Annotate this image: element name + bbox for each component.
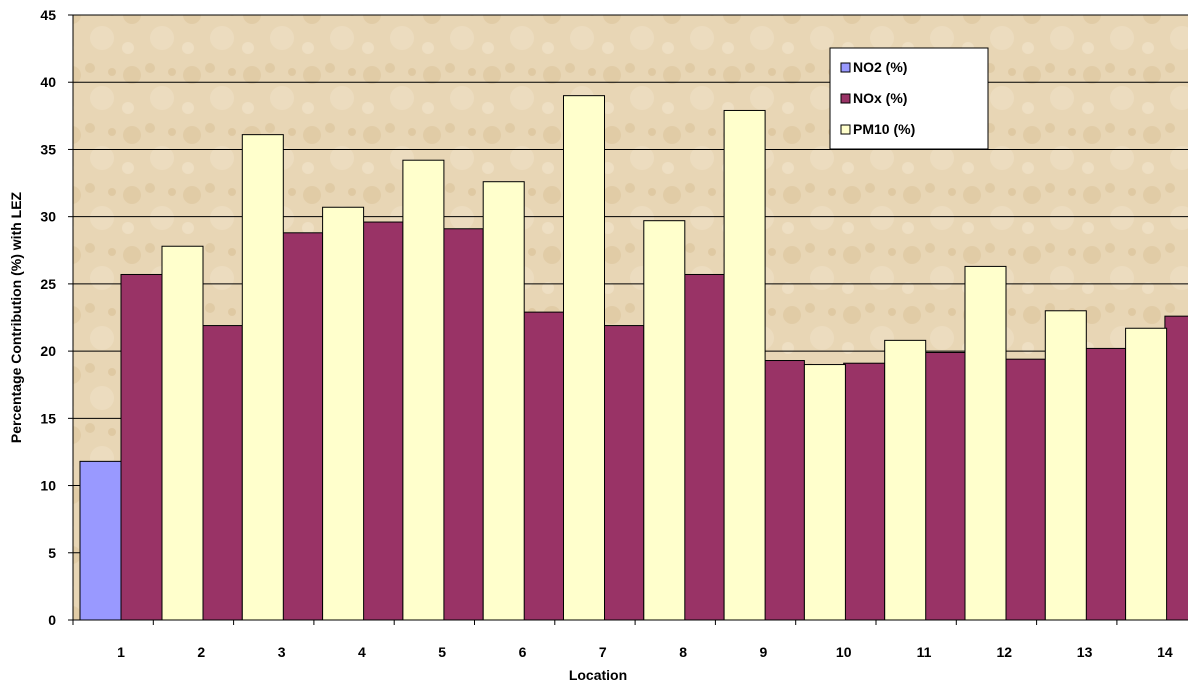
bar-pm10-7 xyxy=(643,220,686,621)
legend-box xyxy=(829,47,989,150)
bar-nox-6 xyxy=(522,311,564,621)
bar-nox-12 xyxy=(1003,358,1046,621)
x-tick-label: 4 xyxy=(358,644,366,660)
bar-no2-1 xyxy=(79,460,122,621)
x-tick-label: 8 xyxy=(679,644,687,660)
x-tick-labels: 1 2 3 4 5 6 7 8 9 10 11 12 13 14 xyxy=(117,644,1173,660)
x-axis-title: Location xyxy=(569,667,627,683)
bar-nox-1 xyxy=(120,273,163,621)
x-tick-label: 12 xyxy=(997,644,1013,660)
legend-swatch xyxy=(840,62,851,73)
x-tick-label: 14 xyxy=(1157,644,1173,660)
legend-label: NO2 (%) xyxy=(853,59,907,75)
bar-nox-11 xyxy=(923,351,966,621)
legend-label: PM10 (%) xyxy=(853,121,915,137)
bar-nox-3 xyxy=(281,232,324,621)
x-tick-label: 7 xyxy=(599,644,607,660)
y-tick-label: 0 xyxy=(48,612,56,628)
bar-nox-7 xyxy=(602,325,645,621)
legend: NO2 (%) NOx (%) PM10 (%) xyxy=(829,47,989,150)
y-tick-label: 45 xyxy=(40,7,56,23)
bar-nox-13 xyxy=(1084,347,1127,621)
y-tick-label: 20 xyxy=(40,343,56,359)
x-tick-label: 3 xyxy=(278,644,286,660)
bar-nox-8 xyxy=(682,273,725,621)
bar-pm10-9 xyxy=(803,364,846,621)
bar-pm10-10 xyxy=(884,339,927,621)
x-tick-label: 5 xyxy=(438,644,446,660)
bar-pm10-6 xyxy=(563,95,605,621)
x-tick-label: 1 xyxy=(117,644,125,660)
x-tick-label: 13 xyxy=(1077,644,1093,660)
legend-swatch xyxy=(840,93,851,104)
y-tick-label: 15 xyxy=(40,410,56,426)
y-tick-label: 25 xyxy=(40,276,56,292)
bars xyxy=(79,95,1188,621)
x-tick-label: 9 xyxy=(760,644,768,660)
bar-nox-5 xyxy=(441,228,484,621)
legend-label: NOx (%) xyxy=(853,90,907,106)
bar-pm10-4 xyxy=(402,159,445,621)
bar-nox-2 xyxy=(200,325,243,621)
bar-pm10-1 xyxy=(161,245,204,621)
y-axis-title: Percentage Contribution (%) with LEZ xyxy=(8,191,24,443)
bar-nox-14 xyxy=(1164,315,1188,621)
bar-pm10-3 xyxy=(322,206,365,621)
y-tick-label: 35 xyxy=(40,141,56,157)
bar-nox-10 xyxy=(843,362,886,621)
bar-pm10-12 xyxy=(1044,310,1087,621)
bar-nox-4 xyxy=(361,221,404,621)
bar-pm10-8 xyxy=(723,109,766,621)
x-tick-label: 6 xyxy=(519,644,527,660)
legend-swatch xyxy=(840,124,851,135)
bar-pm10-11 xyxy=(964,265,1007,621)
bar-pm10-5 xyxy=(482,181,525,621)
x-tick-label: 11 xyxy=(917,644,932,660)
axes xyxy=(68,14,1188,625)
y-tick-labels: 0 5 10 15 20 25 30 35 40 45 xyxy=(40,7,56,628)
y-tick-label: 40 xyxy=(40,74,56,90)
y-tick-label: 5 xyxy=(48,545,56,561)
y-tick-label: 10 xyxy=(40,478,56,494)
x-tick-label: 2 xyxy=(197,644,205,660)
x-tick-label: 10 xyxy=(836,644,852,660)
bar-pm10-13 xyxy=(1125,327,1168,621)
bar-nox-9 xyxy=(762,360,805,621)
y-tick-label: 30 xyxy=(40,209,56,225)
bar-pm10-2 xyxy=(241,134,284,621)
